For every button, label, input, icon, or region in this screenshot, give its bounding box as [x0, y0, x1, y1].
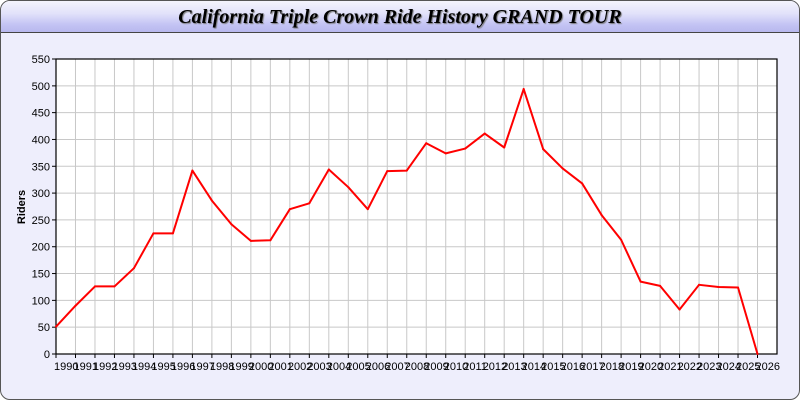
x-tick-label: 2013 — [502, 361, 526, 373]
data-point — [93, 285, 96, 288]
data-point — [405, 169, 408, 172]
x-tick-label: 2008 — [405, 361, 429, 373]
x-tick-label: 2019 — [619, 361, 643, 373]
data-point — [756, 353, 759, 355]
y-tick-label: 0 — [44, 349, 50, 361]
data-point — [152, 232, 155, 235]
data-point — [659, 284, 662, 287]
x-tick-label: 2025 — [736, 361, 760, 373]
x-tick-label: 2002 — [288, 361, 312, 373]
x-tick-label: 2016 — [561, 361, 585, 373]
plot-border — [55, 58, 778, 355]
data-point — [308, 202, 311, 205]
data-point — [327, 168, 330, 171]
data-point — [620, 238, 623, 241]
x-tick-label: 2024 — [717, 361, 741, 373]
x-tick-label: 2000 — [249, 361, 273, 373]
x-tick-label: 2003 — [307, 361, 331, 373]
data-point — [386, 170, 389, 173]
data-point — [55, 325, 57, 328]
x-tick-label: 2004 — [327, 361, 351, 373]
y-tick-label: 350 — [32, 161, 50, 173]
x-tick-label: 2014 — [522, 361, 546, 373]
data-point — [737, 286, 740, 289]
x-tick-label: 2020 — [639, 361, 663, 373]
y-tick-label: 500 — [32, 81, 50, 93]
x-tick-label: 2005 — [346, 361, 370, 373]
data-point — [113, 285, 116, 288]
x-tick-label: 2011 — [463, 361, 487, 373]
data-point — [230, 223, 233, 226]
x-tick-label: 2026 — [756, 361, 780, 373]
x-tick-label: 2021 — [658, 361, 682, 373]
x-tick-label: 2007 — [385, 361, 409, 373]
data-point — [269, 239, 272, 242]
x-tick-label: 2022 — [678, 361, 702, 373]
y-axis-label: Riders — [16, 190, 28, 224]
x-tick-label: 1998 — [210, 361, 234, 373]
y-tick-label: 300 — [32, 188, 50, 200]
x-tick-label: 2006 — [366, 361, 390, 373]
x-tick-label: 2015 — [541, 361, 565, 373]
data-point — [191, 169, 194, 172]
x-tick-label: 1991 — [73, 361, 97, 373]
x-tick-label: 2018 — [600, 361, 624, 373]
x-tick-label: 2017 — [580, 361, 604, 373]
y-tick-label: 550 — [32, 54, 50, 66]
data-point — [132, 267, 135, 270]
y-tick-label: 400 — [32, 134, 50, 146]
data-point — [444, 152, 447, 155]
x-tick-label: 1993 — [112, 361, 136, 373]
data-point — [249, 239, 252, 242]
data-point — [464, 147, 467, 150]
chart-title: California Triple Crown Ride History GRA… — [1, 1, 799, 33]
y-tick-label: 150 — [32, 269, 50, 281]
x-tick-label: 2001 — [268, 361, 292, 373]
data-point — [210, 199, 213, 202]
y-tick-label: 250 — [32, 215, 50, 227]
data-point — [717, 285, 720, 288]
x-tick-label: 1994 — [132, 361, 156, 373]
x-tick-label: 2009 — [424, 361, 448, 373]
data-point — [483, 132, 486, 135]
data-point — [171, 232, 174, 235]
data-point — [347, 186, 350, 189]
x-tick-label: 2023 — [697, 361, 721, 373]
y-tick-label: 100 — [32, 295, 50, 307]
y-tick-label: 200 — [32, 242, 50, 254]
data-point — [522, 88, 525, 91]
data-point — [561, 167, 564, 170]
x-tick-label: 1990 — [54, 361, 78, 373]
x-tick-label: 2010 — [444, 361, 468, 373]
y-axis-ticks: 0 50 100 150 200 250 300 350 400 450 500 550 — [32, 54, 56, 361]
data-point — [425, 142, 428, 145]
data-point — [600, 214, 603, 217]
x-tick-label: 1999 — [229, 361, 253, 373]
x-tick-label: 1995 — [151, 361, 175, 373]
x-tick-label: 2012 — [483, 361, 507, 373]
data-point — [503, 146, 506, 149]
data-point — [74, 304, 77, 307]
x-tick-label: 1997 — [190, 361, 214, 373]
data-point — [698, 283, 701, 286]
y-tick-label: 450 — [32, 108, 50, 120]
plot-area — [56, 59, 777, 354]
data-point — [639, 280, 642, 283]
data-point — [542, 148, 545, 151]
data-point — [288, 208, 291, 211]
y-tick-label: 50 — [38, 322, 50, 334]
data-point — [581, 182, 584, 185]
x-axis-ticks: 1990199119921993199419951996199719981999… — [54, 354, 780, 373]
data-point — [366, 208, 369, 211]
x-tick-label: 1992 — [93, 361, 117, 373]
data-points — [55, 88, 759, 355]
data-point — [678, 308, 681, 311]
x-tick-label: 1996 — [171, 361, 195, 373]
